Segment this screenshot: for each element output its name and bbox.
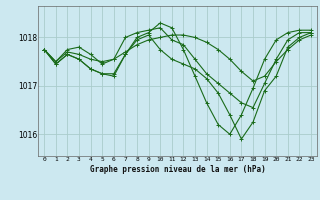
X-axis label: Graphe pression niveau de la mer (hPa): Graphe pression niveau de la mer (hPa) xyxy=(90,165,266,174)
